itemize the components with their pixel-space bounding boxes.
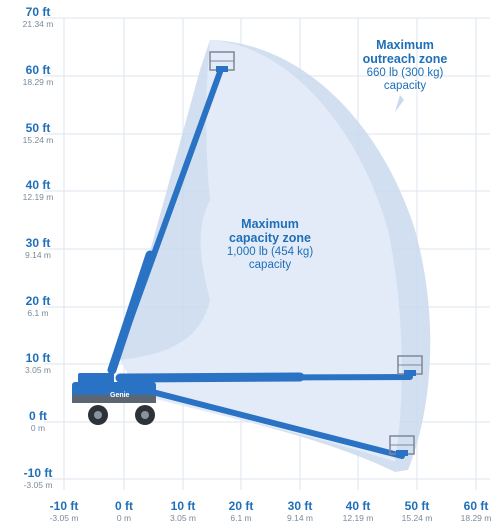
x-tick: 30 ft 9.14 m xyxy=(287,499,313,523)
capacity-zone-shape xyxy=(120,40,402,462)
booms xyxy=(107,69,413,459)
y-tick: 30 ft 9.14 m xyxy=(25,236,51,260)
y-tick: 70 ft 21.34 m xyxy=(22,5,54,29)
boom-horizontal-base xyxy=(115,372,305,383)
y-tick: 50 ft 15.24 m xyxy=(22,121,54,145)
boom-lift-machine xyxy=(72,373,156,425)
boom-below-grade xyxy=(122,382,405,459)
x-tick: 60 ft 18.29 m xyxy=(460,499,492,523)
x-tick: 0 ft 0 m xyxy=(115,499,133,523)
y-tick: -10 ft -3.05 m xyxy=(23,466,53,490)
y-tick: 10 ft 3.05 m xyxy=(25,351,51,375)
outreach-zone-label: Maximum outreach zone 660 lb (300 kg) ca… xyxy=(362,38,448,92)
platform-outreach xyxy=(397,355,423,376)
y-tick: 0 ft 0 m xyxy=(29,409,47,433)
capacity-zone-label: Maximum capacity zone 1,000 lb (454 kg) … xyxy=(226,217,314,271)
outreach-callout-pointer xyxy=(395,95,404,112)
x-tick: 50 ft 15.24 m xyxy=(401,499,433,523)
x-tick: 20 ft 6.1 m xyxy=(228,499,254,523)
y-tick: 60 ft 18.29 m xyxy=(22,63,54,87)
platform-below-grade xyxy=(389,435,415,456)
y-tick: 40 ft 12.19 m xyxy=(22,178,54,202)
x-tick: 10 ft 3.05 m xyxy=(170,499,196,523)
boom-lower-section xyxy=(107,250,155,375)
machine-brand: Genie xyxy=(110,392,130,399)
platform-top xyxy=(209,51,235,72)
y-tick: 20 ft 6.1 m xyxy=(25,294,51,318)
x-tick: -10 ft -3.05 m xyxy=(49,499,79,523)
x-tick: 40 ft 12.19 m xyxy=(342,499,374,523)
